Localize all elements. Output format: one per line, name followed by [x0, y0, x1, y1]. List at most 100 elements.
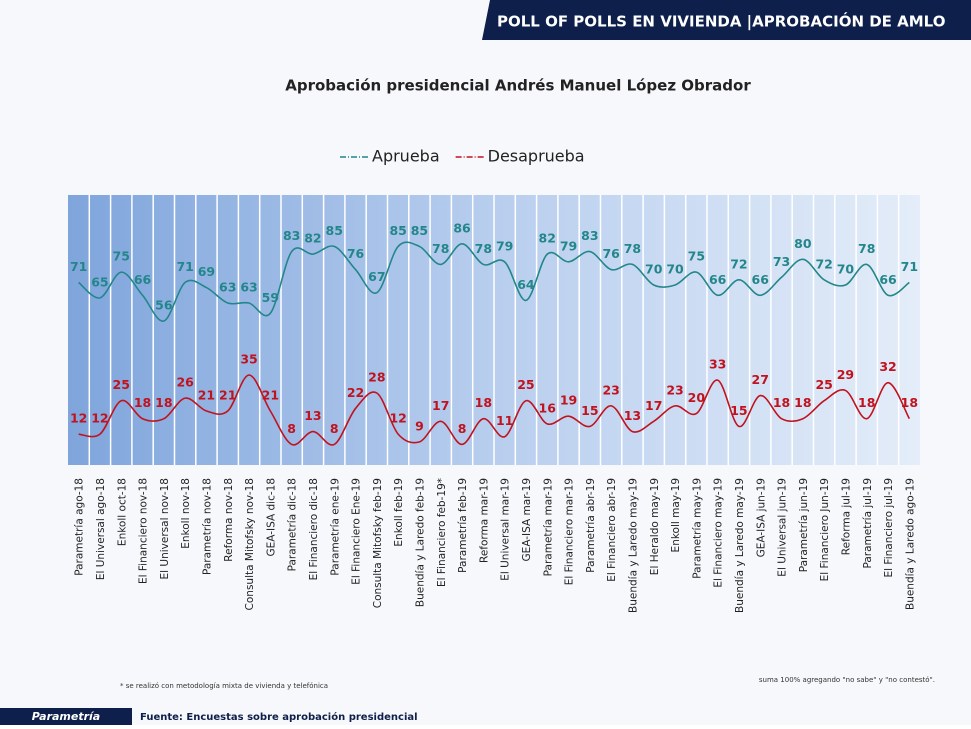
legend-label: Aprueba	[372, 147, 440, 166]
value-label: 18	[794, 395, 811, 410]
value-label: 18	[134, 395, 151, 410]
x-tick-label: GEA-ISA jun-19	[755, 478, 767, 557]
value-label: 56	[155, 298, 173, 313]
x-tick-label: El Universal nov-18	[159, 478, 171, 579]
x-tick-label: Parametría may-19	[691, 478, 703, 579]
value-label: 33	[709, 357, 726, 372]
x-tick-label: Enkoll oct-18	[116, 478, 128, 546]
value-label: 25	[517, 377, 534, 392]
value-label: 78	[858, 241, 875, 256]
value-label: 71	[176, 259, 193, 274]
value-label: 18	[858, 395, 875, 410]
x-tick-label: Enkoll feb-19	[393, 478, 405, 547]
x-tick-label: Enkoll nov-18	[180, 478, 192, 549]
value-label: 78	[432, 241, 449, 256]
value-label: 19	[560, 393, 577, 408]
x-tick-label: Parametría abr-19	[585, 478, 597, 573]
value-label: 26	[176, 375, 194, 390]
value-label: 66	[134, 272, 152, 287]
value-label: 82	[304, 231, 321, 246]
value-label: 18	[901, 395, 918, 410]
x-tick-label: Enkoll may-19	[670, 478, 682, 552]
x-tick-label: El Financiero nov-18	[138, 478, 150, 584]
value-label: 65	[91, 274, 108, 289]
value-label: 15	[730, 403, 747, 418]
value-label: 11	[496, 413, 513, 428]
x-tick-label: Parametría ene-19	[329, 478, 341, 576]
x-tick-label: Parametría mar-19	[542, 478, 554, 576]
value-label: 15	[581, 403, 598, 418]
series-line	[78, 241, 910, 322]
value-label: 71	[70, 259, 87, 274]
value-label: 12	[91, 411, 108, 426]
note: suma 100% agregando "no sabe" y "no cont…	[759, 676, 935, 684]
value-label: 25	[113, 377, 130, 392]
x-tick-label: Parametría jun-19	[798, 478, 810, 572]
source: Fuente: Encuestas sobre aprobación presi…	[140, 711, 418, 723]
header-bar	[482, 0, 971, 40]
x-tick-label: Parametría jul-19	[862, 478, 874, 569]
value-label: 73	[773, 254, 790, 269]
x-tick-label: Parametría nov-18	[201, 478, 213, 575]
x-tick-label: Parametría ago-18	[74, 478, 86, 576]
value-label: 27	[752, 372, 769, 387]
x-tick-label: Parametría dic-18	[287, 478, 299, 571]
value-label: 28	[368, 370, 385, 385]
value-label: 22	[347, 385, 364, 400]
value-label: 21	[198, 388, 215, 403]
x-tick-label: El Financiero abr-19	[606, 478, 618, 582]
x-tick-label: Consulta Mitofsky feb-19	[372, 478, 384, 608]
value-label: 63	[240, 280, 257, 295]
x-tick-label: Reforma nov-18	[223, 478, 235, 562]
value-label: 13	[304, 408, 321, 423]
value-label: 66	[709, 272, 727, 287]
value-label: 18	[773, 395, 790, 410]
value-label: 64	[517, 277, 535, 292]
value-label: 25	[815, 377, 832, 392]
value-label: 83	[283, 228, 300, 243]
value-label: 66	[879, 272, 897, 287]
value-label: 79	[560, 238, 577, 253]
value-label: 83	[581, 228, 598, 243]
value-label: 17	[432, 398, 449, 413]
value-label: 35	[240, 352, 257, 367]
value-label: 29	[837, 367, 854, 382]
x-tick-label: Buendía y Laredo ago-19	[904, 478, 916, 610]
header-title: POLL OF POLLS EN VIVIENDA |APROBACIÓN DE…	[497, 12, 945, 32]
value-label: 72	[730, 256, 747, 271]
x-tick-label: El Financiero mar-19	[564, 478, 576, 585]
value-label: 8	[330, 421, 339, 436]
value-label: 86	[453, 220, 471, 235]
value-label: 18	[155, 395, 172, 410]
value-label: 17	[645, 398, 662, 413]
x-tick-label: El Heraldo may-19	[649, 478, 661, 575]
x-tick-label: El Financiero feb-19*	[436, 478, 448, 587]
value-label: 72	[815, 256, 832, 271]
value-label: 76	[602, 246, 620, 261]
x-tick-label: El Universal ago-18	[95, 478, 107, 580]
value-label: 63	[219, 280, 236, 295]
x-tick-label: El Universal mar-19	[500, 478, 512, 581]
value-label: 79	[496, 238, 513, 253]
x-tick-label: El Financiero jul-19	[883, 478, 895, 577]
note: * se realizó con metodología mixta de vi…	[120, 682, 328, 690]
x-tick-label: GEA-ISA mar-19	[521, 478, 533, 561]
x-tick-label: El Financiero Jun-19	[819, 478, 831, 581]
value-label: 76	[347, 246, 365, 261]
value-label: 18	[475, 395, 492, 410]
value-label: 12	[389, 411, 406, 426]
brand-box	[0, 708, 132, 725]
value-label: 8	[458, 421, 467, 436]
x-tick-label: Buendía y Laredo may-19	[627, 478, 639, 613]
value-label: 66	[752, 272, 770, 287]
value-label: 69	[198, 264, 215, 279]
value-label: 32	[879, 359, 896, 374]
value-label: 78	[475, 241, 492, 256]
x-tick-label: Parametría feb-19	[457, 478, 469, 573]
value-label: 8	[287, 421, 296, 436]
value-label: 75	[113, 249, 130, 264]
value-label: 75	[688, 249, 705, 264]
value-label: 12	[70, 411, 87, 426]
value-label: 80	[794, 236, 812, 251]
value-label: 13	[624, 408, 641, 423]
